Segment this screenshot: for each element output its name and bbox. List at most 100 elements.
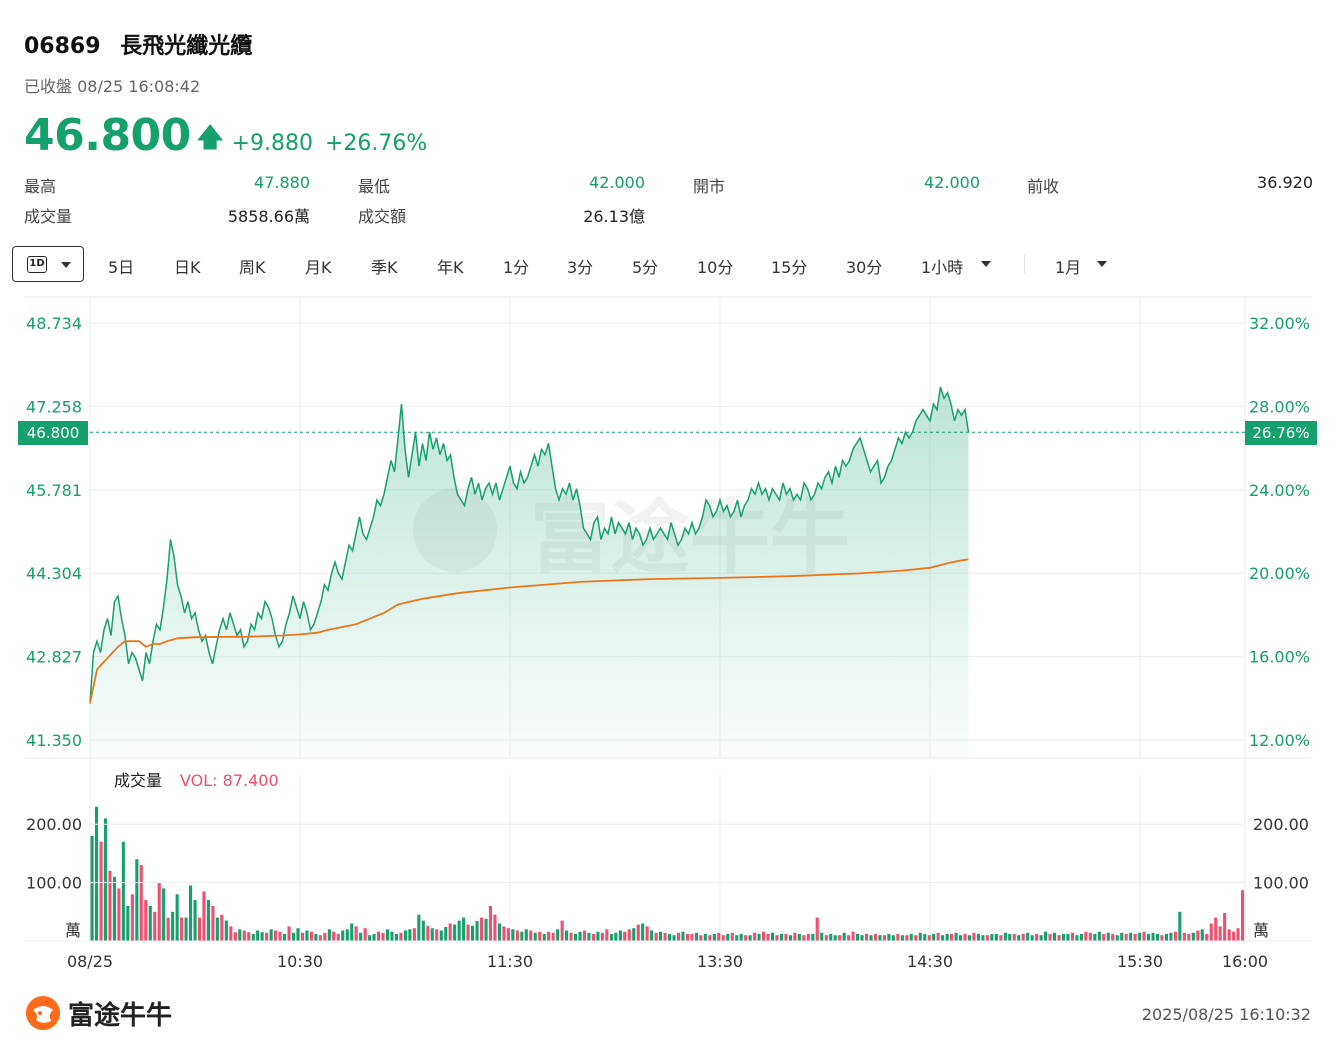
tab-monthly-k[interactable]: 月K <box>305 258 332 277</box>
volume-bar <box>206 900 210 941</box>
volume-bar <box>681 931 685 941</box>
last-price-tag-label: 46.800 <box>27 424 80 442</box>
volume-bar <box>390 931 394 941</box>
volume-bar <box>717 932 721 941</box>
chevron-down-icon[interactable] <box>981 261 991 267</box>
tab-5day[interactable]: 5日 <box>108 258 135 277</box>
volume-bar <box>314 934 318 941</box>
volume-bar <box>721 935 725 941</box>
volume-bar <box>842 932 846 941</box>
tab-daily-k[interactable]: 日K <box>174 258 201 277</box>
volume-bar <box>565 930 569 941</box>
volume-bar <box>918 932 922 941</box>
chevron-down-icon[interactable] <box>1097 261 1107 267</box>
volume-bar <box>972 932 976 941</box>
volume-bar <box>1115 935 1119 941</box>
volume-bar <box>1191 932 1195 941</box>
volume-bar <box>99 841 103 941</box>
volume-bar <box>1241 890 1245 941</box>
volume-bar <box>793 932 797 941</box>
volume-bar <box>184 917 188 941</box>
volume-bar <box>515 930 519 941</box>
volume-bar <box>453 924 457 941</box>
volume-bar <box>1057 935 1061 941</box>
volume-bar <box>923 934 927 941</box>
tab-5min[interactable]: 5分 <box>632 258 659 277</box>
volume-bar <box>251 934 255 941</box>
tab-1hour[interactable]: 1小時 <box>921 258 964 277</box>
volume-bar <box>600 932 604 941</box>
volume-bar <box>963 934 967 941</box>
volume-bar <box>166 917 170 941</box>
volume-bar <box>135 859 139 941</box>
volume-bar <box>1187 934 1191 941</box>
volume-bar <box>784 934 788 941</box>
volume-bar <box>596 931 600 941</box>
volume-tick-label-right: 200.00 <box>1253 815 1309 834</box>
volume-bar <box>788 935 792 941</box>
x-tick-label: 10:30 <box>277 952 323 971</box>
volume-unit-right: 萬 <box>1253 921 1269 940</box>
price-line <box>89 386 970 704</box>
volume-bar <box>806 934 810 941</box>
volume-bar <box>967 935 971 941</box>
volume-bar <box>426 925 430 941</box>
price-change: +9.880 <box>231 131 313 156</box>
volume-bar <box>323 932 327 941</box>
tab-10min[interactable]: 10分 <box>697 258 734 277</box>
tab-weekly-k[interactable]: 周K <box>239 258 266 277</box>
volume-bar <box>1035 934 1039 941</box>
volume-bar <box>1196 930 1200 941</box>
volume-bar <box>520 931 524 941</box>
tab-divider <box>1024 255 1025 273</box>
volume-bar <box>287 926 291 941</box>
volume-bar <box>484 918 488 941</box>
tab-30min[interactable]: 30分 <box>846 258 883 277</box>
volume-bar <box>444 927 448 941</box>
volume-bar <box>838 935 842 941</box>
volume-bar <box>730 932 734 941</box>
volume-bar <box>538 931 542 941</box>
tab-1min[interactable]: 1分 <box>503 258 530 277</box>
volume-bar <box>994 934 998 941</box>
volume-bar <box>412 928 416 941</box>
volume-bar <box>659 931 663 941</box>
volume-bar <box>694 932 698 941</box>
volume-bar <box>1075 935 1079 941</box>
volume-bar <box>462 917 466 941</box>
volume-bar <box>1142 931 1146 941</box>
volume-bar <box>394 934 398 941</box>
volume-bar <box>399 932 403 941</box>
tab-15min[interactable]: 15分 <box>771 258 808 277</box>
volume-bar <box>511 929 515 941</box>
volume-bar <box>551 932 555 941</box>
volume-bar <box>950 934 954 941</box>
volume-bar <box>480 917 484 941</box>
volume-bar <box>1129 932 1133 941</box>
volume-bar <box>685 934 689 941</box>
tab-yearly-k[interactable]: 年K <box>437 258 464 277</box>
volume-bar <box>197 917 201 941</box>
x-tick-label: 14:30 <box>907 952 953 971</box>
volume-bar <box>368 935 372 941</box>
volume-bar <box>771 932 775 941</box>
volume-bar <box>193 900 197 941</box>
volume-bar <box>927 935 931 941</box>
volume-bar <box>739 934 743 941</box>
volume-bar <box>488 906 492 941</box>
tab-quarterly-k[interactable]: 季K <box>371 258 398 277</box>
volume-bar <box>1008 934 1012 941</box>
volume-bar <box>1079 934 1083 941</box>
volume-bar <box>900 935 904 941</box>
volume-bar <box>448 923 452 941</box>
volume-bar <box>381 932 385 941</box>
range-selector[interactable]: 1月 <box>1055 258 1082 277</box>
volume-bar <box>162 888 166 941</box>
volume-bar <box>645 926 649 941</box>
period-selector[interactable]: 1D <box>12 246 84 282</box>
tab-3min[interactable]: 3分 <box>567 258 594 277</box>
last-price: 46.800 <box>24 110 191 161</box>
volume-bar <box>1021 934 1025 941</box>
brand-logo: 富途牛牛 <box>24 994 172 1032</box>
